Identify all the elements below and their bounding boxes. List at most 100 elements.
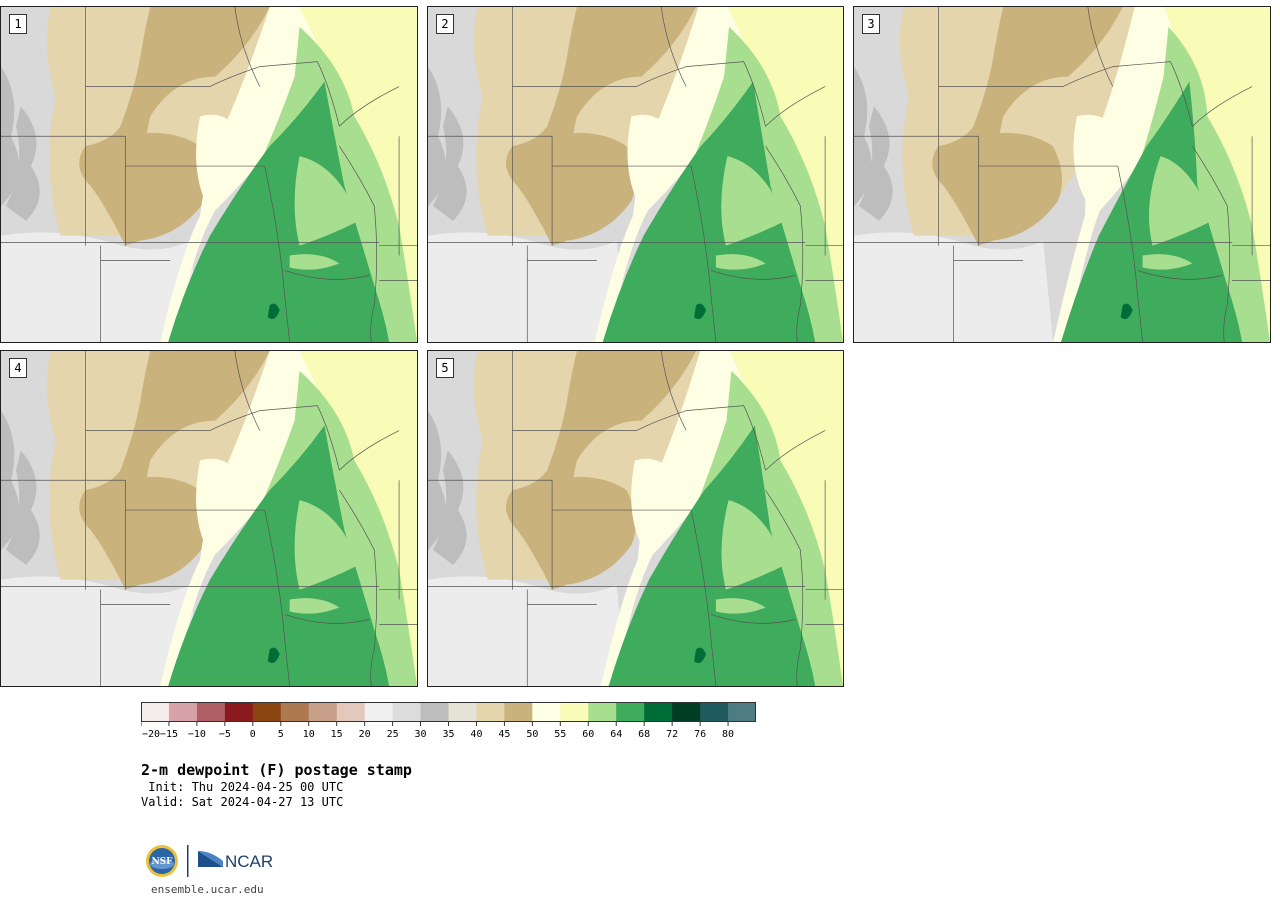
panel-number-1: 1 (9, 14, 27, 34)
high-dewpoint-region (721, 156, 786, 246)
high-dewpoint-region (289, 254, 340, 270)
extreme-dewpoint-patch (694, 647, 706, 664)
colorbar-tick-label: 76 (694, 729, 706, 740)
colorbar-tick-label: 40 (470, 729, 482, 740)
colorbar-tick-label: 80 (722, 729, 734, 740)
low-dewpoint-region (125, 132, 209, 246)
colorbar-bin (392, 702, 422, 722)
mountain-region (858, 106, 893, 221)
moderate-dewpoint-band (631, 458, 690, 545)
colorbar-tick-label: 15 (331, 729, 343, 740)
colorbar-tick-label: 0 (250, 729, 256, 740)
colorbar-tick-label: 25 (387, 729, 399, 740)
colorbar-tick-label: 35 (442, 729, 454, 740)
colorbar-tick-label: 68 (638, 729, 650, 740)
state-boundary (1192, 86, 1253, 127)
panel-number-4: 4 (9, 358, 27, 378)
state-boundary (209, 61, 340, 127)
moderate-dewpoint-band (1073, 114, 1132, 201)
state-boundary (765, 86, 826, 127)
moderate-dewpoint-band (594, 7, 759, 342)
colorbar-bin (141, 702, 170, 722)
colorbar-bin (644, 702, 673, 722)
colorbar-tick-label: −15 (160, 729, 178, 740)
state-boundary (339, 86, 400, 127)
colorbar-tick-label: −10 (188, 729, 206, 740)
low-dewpoint-region (125, 476, 209, 590)
stamp-panel-3: 3 (853, 6, 1271, 343)
colorbar-bin (364, 702, 394, 722)
dewpoint-map-4 (1, 351, 417, 686)
stamp-panel-4: 4 (0, 350, 418, 687)
valid-time: Valid: Sat 2024-04-27 13 UTC (141, 795, 344, 809)
high-dewpoint-region (294, 156, 360, 246)
dewpoint-map-1 (1, 7, 417, 342)
colorbar-tick-label: 30 (415, 729, 427, 740)
low-dewpoint-region (978, 132, 1062, 246)
state-boundary (264, 165, 290, 342)
extreme-dewpoint-patch (267, 303, 280, 320)
mountain-region (5, 106, 40, 221)
state-boundary (765, 489, 804, 686)
panel-number-2: 2 (436, 14, 454, 34)
state-boundary (339, 489, 378, 686)
very-high-dewpoint-tongue (168, 425, 390, 686)
chart-title: 2-m dewpoint (F) postage stamp (141, 761, 412, 779)
dewpoint-map-5 (428, 351, 843, 686)
state-boundary (1192, 145, 1231, 342)
colorbar-bin (168, 702, 198, 722)
state-boundary (284, 614, 370, 624)
very-high-dewpoint-tongue (608, 425, 816, 686)
very-high-dewpoint-tongue (168, 81, 390, 342)
colorbar-tick-label: 5 (278, 729, 284, 740)
colorbar-bin (504, 702, 533, 722)
colorbar-tick-label: −5 (219, 729, 231, 740)
mountain-region (5, 450, 40, 565)
ncar-logo-text: NCAR (225, 852, 273, 871)
colorbar-bin (476, 702, 505, 722)
colorbar-bin (224, 702, 254, 722)
extreme-dewpoint-patch (694, 303, 706, 320)
colorbar-tick-label: 55 (554, 729, 566, 740)
colorbar-bin (588, 702, 617, 722)
colorbar-bin (560, 702, 589, 722)
moderate-dewpoint-band (160, 7, 330, 342)
state-boundary (765, 430, 826, 471)
state-boundary (339, 430, 400, 471)
colorbar-tick-label: 10 (303, 729, 315, 740)
colorbar-bin (196, 702, 226, 722)
panel-number-5: 5 (436, 358, 454, 378)
colorbar-tick-label: 50 (526, 729, 538, 740)
stamp-panel-2: 2 (427, 6, 844, 343)
moderate-dewpoint-band (196, 458, 255, 545)
colorbar-bin (280, 702, 310, 722)
state-boundary (690, 509, 717, 686)
colorbar-tick-label: 20 (359, 729, 371, 740)
mountain-region (432, 106, 467, 221)
state-boundary (234, 7, 261, 87)
colorbar-bin (616, 702, 645, 722)
panel-number-3: 3 (862, 14, 880, 34)
colorbar-bin (728, 702, 756, 722)
high-dewpoint-region (1149, 156, 1213, 246)
moderate-dewpoint-band (600, 351, 762, 686)
state-boundary (1062, 61, 1193, 127)
state-boundary (690, 165, 717, 342)
state-boundary (284, 270, 370, 280)
state-boundary (1137, 270, 1223, 280)
high-dewpoint-region (294, 500, 360, 590)
colorbar-tick-label: −20 (142, 729, 160, 740)
colorbar-bin (420, 702, 449, 722)
high-dewpoint-region (721, 500, 786, 590)
colorbar-tick-label: 45 (498, 729, 510, 740)
colorbar-bin (252, 702, 282, 722)
state-boundary (209, 405, 340, 471)
colorbar-legend: −20 −15 −10 −5 0 5 10 15 20 25 30 35 40 45 50 55 60 64 68 7… (141, 702, 756, 742)
colorbar-bin (336, 702, 366, 722)
colorbar-tick-label: 60 (582, 729, 594, 740)
extreme-dewpoint-patch (1120, 303, 1133, 320)
colorbar-bin (308, 702, 338, 722)
state-boundary (636, 61, 766, 127)
state-boundary (1117, 165, 1143, 342)
state-boundary (660, 351, 687, 431)
